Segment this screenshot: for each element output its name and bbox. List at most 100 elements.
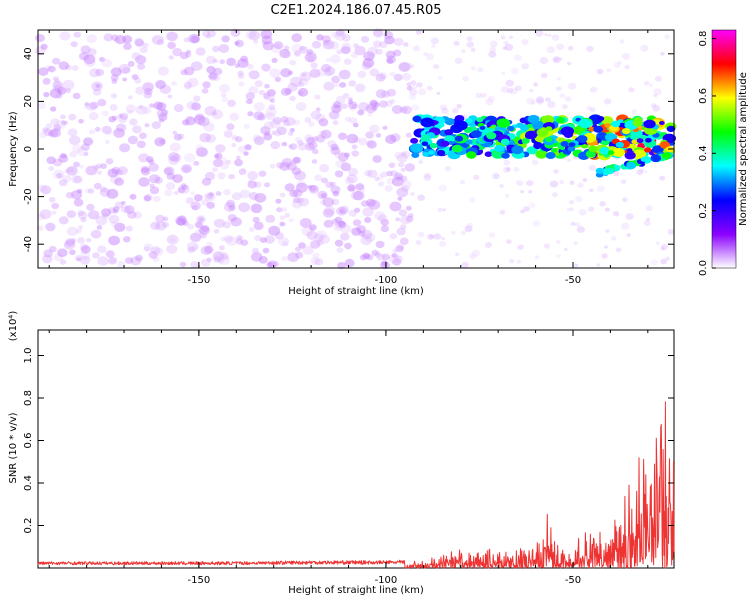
heatmap-cell: [183, 166, 190, 172]
heatmap-cell: [260, 237, 267, 244]
heatmap-cell: [348, 167, 358, 176]
heatmap-cell: [648, 83, 653, 87]
heatmap-cell: [235, 155, 241, 160]
heatmap-cell: [81, 143, 90, 151]
heatmap-cell: [376, 253, 386, 261]
heatmap-cell: [315, 107, 321, 112]
heatmap-cell: [175, 215, 188, 226]
heatmap-cell: [622, 197, 628, 202]
heatmap-cell: [412, 45, 421, 52]
heatmap-cell: [281, 256, 288, 262]
heatmap-cell: [305, 136, 316, 146]
heatmap-cell: [297, 81, 305, 88]
heatmap-cell: [279, 161, 290, 171]
heatmap-cell: [518, 244, 525, 250]
heatmap-cell: [404, 163, 416, 172]
heatmap-cell: [264, 235, 275, 244]
heatmap-cell: [86, 34, 98, 43]
heatmap-cell: [569, 207, 575, 212]
heatmap-cell: [39, 209, 52, 220]
heatmap-cell: [309, 68, 321, 78]
heatmap-cell: [374, 251, 382, 258]
heatmap-cell: [293, 197, 301, 204]
heatmap-cell: [604, 207, 610, 212]
heatmap-cell: [484, 151, 493, 157]
heatmap-cell: [357, 109, 365, 116]
heatmap-cell: [312, 252, 320, 259]
heatmap-cell: [49, 88, 62, 99]
heatmap-cell: [315, 134, 326, 143]
y-tick-label: -40: [23, 236, 34, 252]
heatmap-cell: [292, 157, 300, 164]
heatmap-cell: [243, 151, 249, 156]
heatmap-cell: [291, 199, 303, 209]
heatmap-cell: [253, 102, 265, 112]
heatmap-cell: [380, 261, 390, 270]
heatmap-cell: [395, 245, 404, 253]
heatmap-cell: [559, 93, 566, 98]
heatmap-cell: [248, 30, 261, 41]
heatmap-cell: [416, 82, 423, 88]
heatmap-cell: [58, 216, 69, 225]
heatmap-cell: [372, 155, 382, 163]
heatmap-cell: [338, 206, 349, 215]
heatmap-cell: [351, 150, 360, 157]
snr-y-label: SNR (10 * v/v): [8, 412, 19, 483]
heatmap-cell: [101, 212, 109, 219]
heatmap-cell: [52, 80, 63, 89]
heatmap-cell: [138, 105, 144, 110]
heatmap-cell: [411, 152, 420, 159]
heatmap-cell: [266, 262, 273, 268]
heatmap-cell: [636, 169, 644, 176]
heatmap-cell: [596, 68, 604, 75]
heatmap-cell: [73, 198, 84, 207]
heatmap-cell: [454, 135, 464, 142]
heatmap-cell: [399, 237, 409, 245]
heatmap-cell: [50, 128, 62, 138]
snr-panel: -150 -100 -50 0.2 0.4 0.6 0.8 1.0 Height of st…: [8, 311, 675, 596]
heatmap-cell: [279, 221, 286, 227]
heatmap-cell: [384, 35, 395, 45]
heatmap-cell: [135, 55, 147, 65]
heatmap-cell: [265, 107, 277, 117]
heatmap-cell: [509, 87, 518, 95]
heatmap-cell: [248, 86, 259, 95]
heatmap-cell: [311, 40, 322, 49]
heatmap-cell: [296, 197, 304, 204]
heatmap-cell: [106, 188, 119, 199]
heatmap-cell: [423, 52, 428, 56]
heatmap-cell: [334, 239, 344, 247]
heatmap-cell: [191, 102, 201, 111]
heatmap-cell: [388, 162, 396, 168]
heatmap-cell: [386, 58, 394, 64]
heatmap-cell: [282, 119, 291, 127]
heatmap-cell: [191, 244, 199, 251]
heatmap-cell: [369, 99, 378, 107]
heatmap-cell: [506, 88, 514, 94]
heatmap-cell: [372, 29, 384, 38]
heatmap-cell: [617, 60, 622, 65]
heatmap-cell: [84, 102, 90, 107]
heatmap-cell: [211, 109, 224, 120]
heatmap-cell: [110, 34, 119, 41]
heatmap-cell: [180, 69, 188, 76]
heatmap-cell: [164, 167, 173, 175]
heatmap-cell: [550, 148, 558, 153]
heatmap-cell: [291, 167, 302, 176]
heatmap-cell: [403, 42, 409, 47]
heatmap-cell: [190, 61, 203, 71]
heatmap-cell: [540, 72, 548, 79]
heatmap-cell: [503, 166, 511, 173]
heatmap-cell: [545, 126, 553, 132]
heatmap-cell: [388, 254, 400, 264]
heatmap-cell: [360, 235, 372, 246]
heatmap-cell: [163, 166, 175, 176]
heatmap-cell: [48, 245, 57, 253]
heatmap-cell: [528, 190, 533, 194]
heatmap-cell: [117, 113, 123, 119]
heatmap-cell: [149, 174, 161, 184]
heatmap-cell: [576, 226, 586, 233]
heatmap-cell: [358, 102, 369, 112]
heatmap-cell: [240, 55, 249, 62]
heatmap-cell: [90, 229, 102, 239]
